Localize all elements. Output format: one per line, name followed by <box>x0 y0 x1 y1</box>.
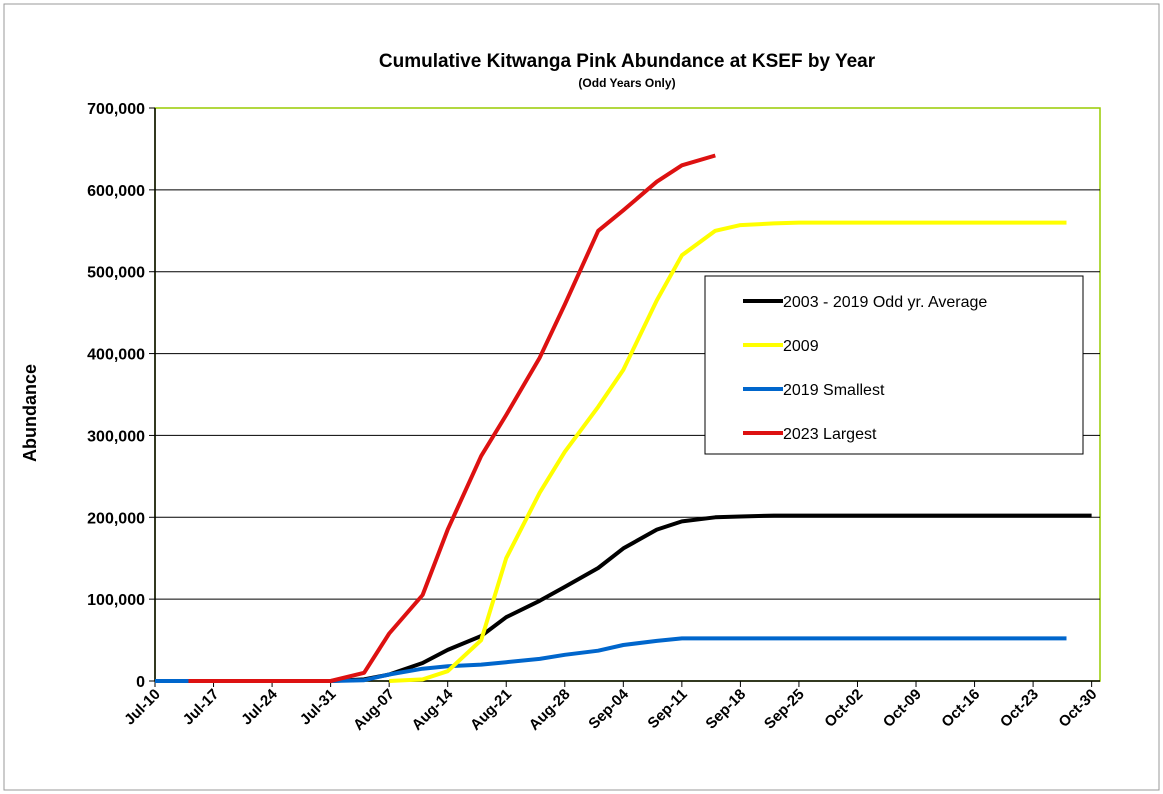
y-tick-label: 700,000 <box>87 101 145 118</box>
y-axis-label: Abundance <box>20 364 40 462</box>
legend-label: 2023 Largest <box>783 426 877 443</box>
chart-subtitle: (Odd Years Only) <box>578 76 675 90</box>
series-line <box>330 513 1092 683</box>
y-tick-label: 400,000 <box>87 347 145 364</box>
legend-label: 2003 - 2019 Odd yr. Average <box>783 294 987 311</box>
y-tick-label: 600,000 <box>87 183 145 200</box>
series-line <box>389 220 1067 683</box>
y-tick-label: 100,000 <box>87 592 145 609</box>
legend-box <box>704 275 1084 455</box>
y-tick-label: 500,000 <box>87 265 145 282</box>
y-tick-label: 0 <box>136 674 145 691</box>
legend-label: 2019 Smallest <box>783 382 885 399</box>
series-line <box>188 153 716 683</box>
y-tick-label: 200,000 <box>87 510 145 527</box>
legend-label: 2009 <box>783 338 819 355</box>
chart-title: Cumulative Kitwanga Pink Abundance at KS… <box>379 51 876 72</box>
y-tick-label: 300,000 <box>87 428 145 445</box>
